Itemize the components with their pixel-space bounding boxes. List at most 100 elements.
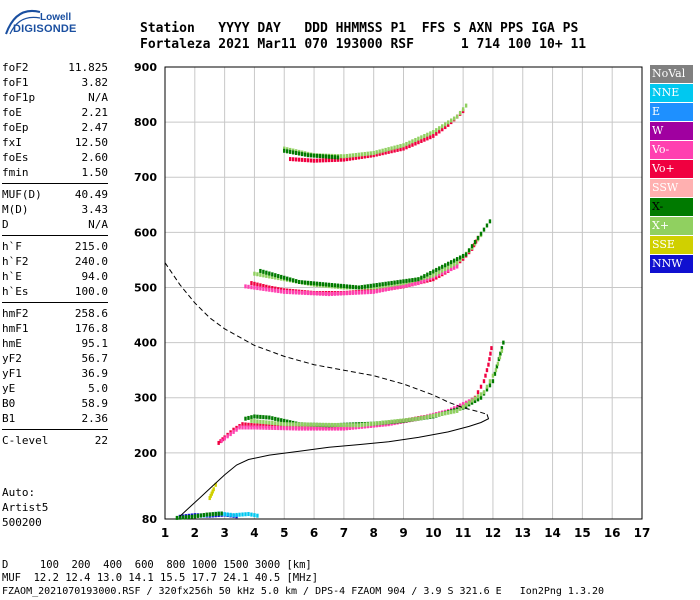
echo-point <box>360 285 363 290</box>
param-name: hmF2 <box>2 307 29 320</box>
echo-point <box>303 290 307 295</box>
param-name: hmE <box>2 337 22 350</box>
param-row: B1 2.36 <box>2 411 108 426</box>
echo-point <box>366 422 369 427</box>
echo-point <box>384 147 387 152</box>
legend-item: X+ <box>650 217 693 235</box>
echo-point <box>467 400 471 405</box>
echo-point <box>259 419 262 424</box>
echo-point <box>256 513 259 518</box>
echo-point <box>482 227 486 232</box>
echo-point <box>232 427 235 432</box>
echo-point <box>253 281 256 286</box>
echo-point <box>461 404 465 409</box>
echo-point <box>291 290 295 295</box>
echo-point <box>250 281 253 286</box>
echo-point <box>461 107 465 112</box>
echo-point <box>423 274 426 279</box>
echo-point <box>429 414 432 419</box>
echo-point <box>500 348 504 353</box>
echo-point <box>280 421 283 426</box>
echo-point <box>184 515 188 520</box>
param-value: 22 <box>94 434 108 447</box>
echo-point <box>372 283 375 288</box>
echo-point <box>342 423 346 428</box>
echo-point <box>455 114 459 119</box>
echo-point <box>384 150 387 155</box>
echo-point <box>330 426 334 431</box>
echo-point <box>432 269 435 274</box>
echo-point <box>345 423 349 428</box>
echo-point <box>253 285 256 290</box>
echo-point <box>411 142 414 147</box>
echo-point <box>256 419 259 424</box>
param-value: 2.60 <box>81 151 109 164</box>
echo-point <box>330 422 334 427</box>
echo-point <box>496 361 500 366</box>
echo-point <box>491 379 495 384</box>
param-name: h`Es <box>2 285 29 298</box>
param-row: D N/A <box>2 217 108 232</box>
echo-point <box>181 515 185 520</box>
echo-point <box>441 264 444 269</box>
x-tick-label: 1 <box>161 526 169 540</box>
echo-point <box>372 153 375 158</box>
param-divider <box>2 235 108 236</box>
echo-point <box>291 422 295 427</box>
echo-point <box>196 513 199 518</box>
echo-point <box>499 351 502 356</box>
echo-point <box>429 274 432 279</box>
param-name: foF1 <box>2 76 29 89</box>
echo-point <box>315 153 319 158</box>
echo-point <box>280 289 283 294</box>
echo-point <box>312 291 316 296</box>
echo-point <box>321 422 325 427</box>
echo-point <box>318 422 322 427</box>
echo-point <box>366 290 369 295</box>
param-name: C-level <box>2 434 49 447</box>
echo-point <box>441 270 444 275</box>
echo-point <box>318 154 322 159</box>
echo-point <box>229 432 232 437</box>
echo-point <box>300 152 304 157</box>
logo-company: Lowell <box>40 12 72 23</box>
echo-point <box>464 103 468 108</box>
echo-point <box>484 373 487 378</box>
echo-point <box>262 286 265 291</box>
echo-point <box>345 157 349 162</box>
echo-point <box>402 143 405 148</box>
echo-point <box>259 283 262 288</box>
echo-point <box>432 130 435 135</box>
echo-point <box>372 285 375 290</box>
echo-point <box>414 417 417 422</box>
echo-point <box>351 156 355 161</box>
echo-point <box>399 284 402 289</box>
echo-point <box>306 158 310 163</box>
param-row: yF1 36.9 <box>2 366 108 381</box>
echo-point <box>348 153 352 158</box>
echo-point <box>360 154 363 159</box>
echo-point <box>283 426 286 431</box>
echo-point <box>381 420 384 425</box>
echo-point <box>348 156 352 161</box>
echo-point <box>390 419 393 424</box>
param-row: yE 5.0 <box>2 381 108 396</box>
echo-point <box>250 285 253 290</box>
echo-point <box>429 135 432 140</box>
echo-point <box>253 414 256 419</box>
echo-point <box>330 291 334 296</box>
param-row: hmF1 176.8 <box>2 321 108 336</box>
echo-point <box>339 423 343 428</box>
echo-point <box>291 150 295 155</box>
echo-point <box>318 426 322 431</box>
echo-point <box>351 284 355 289</box>
echo-point <box>274 416 277 421</box>
echo-point <box>357 423 360 428</box>
echo-point <box>327 158 331 163</box>
param-row: M(D) 3.43 <box>2 202 108 217</box>
legend-item: NoVal <box>650 65 693 83</box>
echo-point <box>485 387 489 392</box>
echo-point <box>229 512 232 517</box>
param-row: foF1p N/A <box>2 90 108 105</box>
echo-point <box>435 413 438 418</box>
